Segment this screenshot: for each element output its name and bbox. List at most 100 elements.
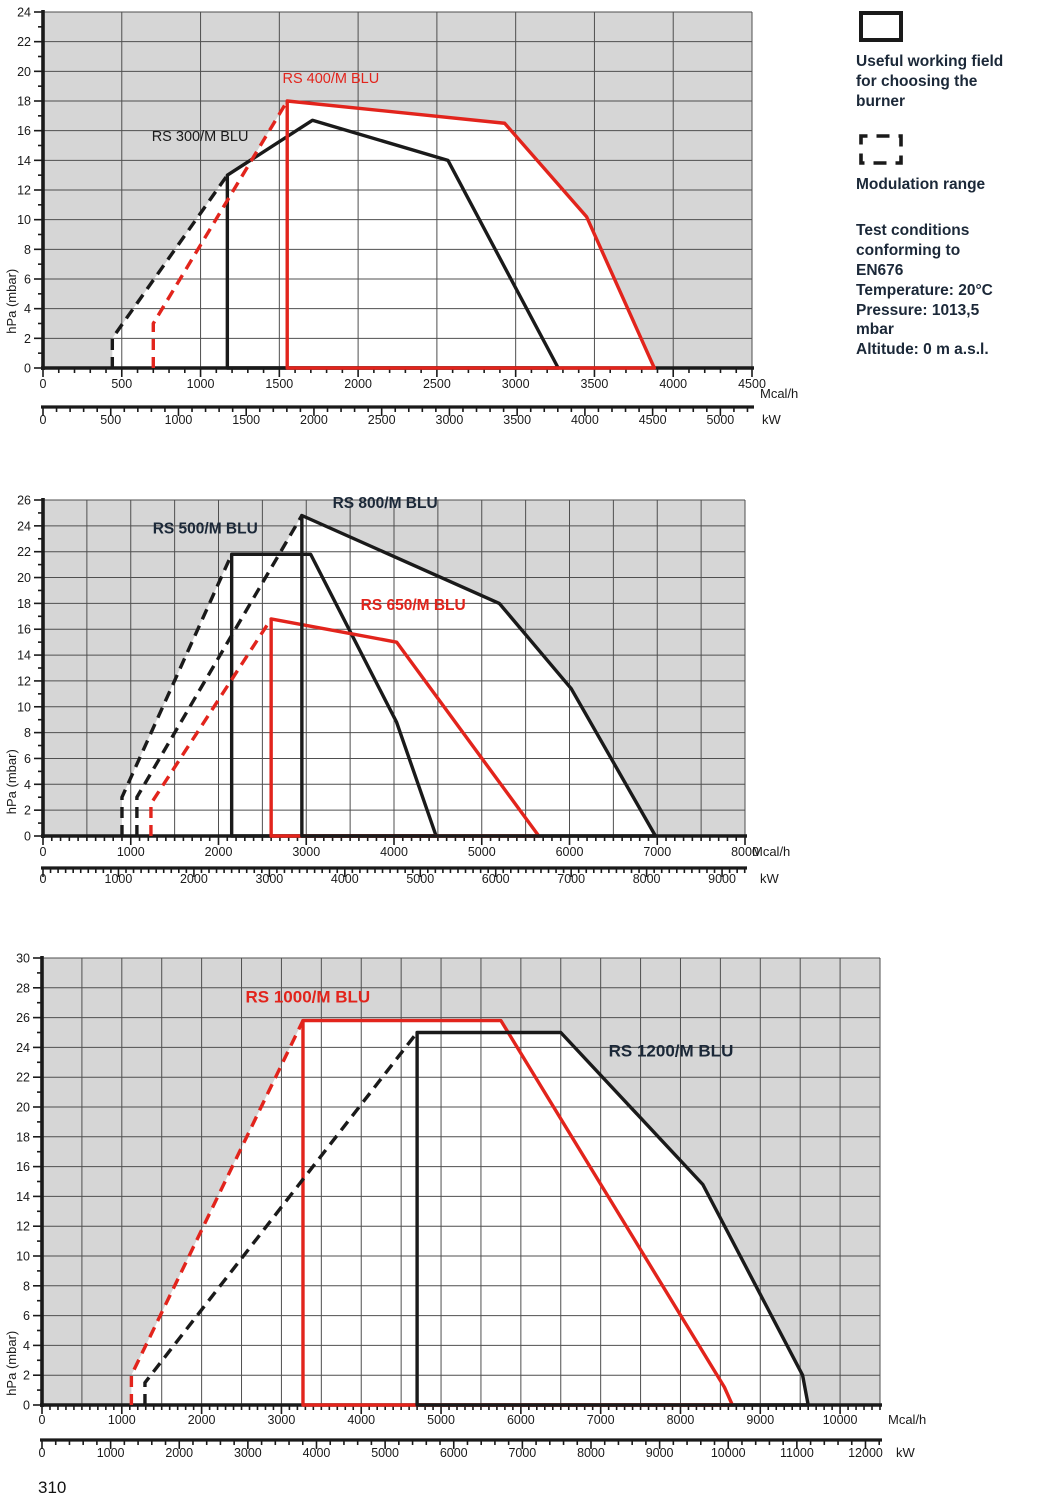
y-tick-label: 14 [16, 1190, 30, 1204]
y-tick-label: 18 [17, 95, 31, 109]
kw-tick-label: 3000 [234, 1446, 262, 1460]
mcal-axis-unit-label: Mcal/h [752, 844, 790, 859]
y-tick-label: 12 [16, 1220, 30, 1234]
x-tick-label: 9000 [746, 1413, 774, 1427]
x-tick-label: 0 [39, 1413, 46, 1427]
x-tick-label: 4500 [738, 377, 766, 391]
y-tick-label: 24 [17, 519, 31, 533]
kw-tick-label: 10000 [711, 1446, 746, 1460]
x-tick-label: 7000 [587, 1413, 615, 1427]
series-label: RS 800/M BLU [333, 495, 438, 512]
kw-tick-label: 5000 [706, 413, 734, 427]
kw-tick-label: 3000 [436, 413, 464, 427]
y-tick-label: 8 [24, 243, 31, 257]
useful-working-field-label: Useful working field for choosing the bu… [856, 53, 1004, 110]
kw-axis-unit-label: kW [762, 412, 782, 427]
mcal-axis-unit-label: Mcal/h [888, 1412, 926, 1427]
y-tick-label: 20 [17, 571, 31, 585]
kw-tick-label: 4000 [331, 872, 359, 886]
side-legend: Useful working field for choosing the bu… [856, 6, 1036, 382]
series-label: RS 500/M BLU [153, 521, 258, 538]
kw-tick-label: 5000 [371, 1446, 399, 1460]
y-tick-label: 26 [16, 1011, 30, 1025]
x-tick-label: 3000 [292, 845, 320, 859]
series-label: RS 1000/M BLU [246, 988, 371, 1007]
y-tick-label: 16 [17, 124, 31, 138]
grid [42, 957, 881, 1405]
grid [43, 499, 746, 836]
y-tick-label: 18 [16, 1130, 30, 1144]
useful-working-field-icon [859, 11, 903, 42]
y-tick-label: 12 [17, 674, 31, 688]
series-label: RS 400/M BLU [282, 71, 379, 87]
y-tick-label: 2 [24, 332, 31, 346]
modulation-area [136, 515, 302, 836]
y-tick-label: 2 [23, 1369, 30, 1383]
kw-tick-label: 6000 [482, 872, 510, 886]
y-tick-label: 14 [17, 154, 31, 168]
kw-tick-label: 500 [100, 413, 121, 427]
x-tick-label: 2500 [423, 377, 451, 391]
page-number: 310 [38, 1478, 67, 1497]
working-field-area [417, 1032, 809, 1405]
x-tick-label: 6000 [556, 845, 584, 859]
y-tick-label: 6 [24, 273, 31, 287]
y-tick-label: 8 [23, 1279, 30, 1293]
x-tick-label: 4000 [347, 1413, 375, 1427]
y-tick-label: 22 [17, 545, 31, 559]
kw-tick-label: 6000 [440, 1446, 468, 1460]
x-tick-label: 2000 [188, 1413, 216, 1427]
series-rs-1200-m-blu-modulation-line [143, 1031, 419, 1405]
kw-tick-label: 2000 [300, 413, 328, 427]
test-conditions-text: Test conditions conforming to EN676 Temp… [856, 222, 993, 359]
kw-tick-label: 11000 [780, 1446, 814, 1460]
x-tick-label: 4000 [659, 377, 687, 391]
y-tick-label: 20 [17, 65, 31, 79]
kw-tick-label: 9000 [646, 1446, 674, 1460]
series-label: RS 650/M BLU [361, 597, 466, 614]
x-tick-label: 2000 [344, 377, 372, 391]
kw-tick-label: 4000 [303, 1446, 331, 1460]
series-rs-400-m-blu-field-outline [285, 99, 657, 370]
x-tick-label: 1000 [117, 845, 145, 859]
x-tick-label: 10000 [823, 1413, 858, 1427]
x-tick-label: 0 [40, 845, 47, 859]
series-rs-500-m-blu-modulation-line [120, 553, 234, 836]
kw-tick-label: 0 [40, 872, 47, 886]
y-tick-label: 20 [16, 1101, 30, 1115]
y-tick-label: 22 [16, 1071, 30, 1085]
kw-tick-label: 9000 [708, 872, 736, 886]
modulation-area [153, 101, 288, 368]
x-tick-label: 7000 [643, 845, 671, 859]
y-tick-label: 14 [17, 649, 31, 663]
y-tick-label: 6 [24, 752, 31, 766]
kw-tick-label: 3500 [503, 413, 531, 427]
mcal-axis-unit-label: Mcal/h [760, 386, 798, 401]
x-tick-label: 1000 [187, 377, 215, 391]
y-tick-label: 24 [16, 1041, 30, 1055]
kw-tick-label: 7000 [557, 872, 585, 886]
y-tick-label: 2 [24, 804, 31, 818]
x-tick-label: 3500 [581, 377, 609, 391]
modulation-range-icon [859, 134, 903, 166]
x-tick-label: 8000 [667, 1413, 695, 1427]
x-tick-label: 5000 [427, 1413, 455, 1427]
working-field-area [287, 101, 655, 368]
x-tick-label: 3000 [502, 377, 530, 391]
series-rs-800-m-blu-field-outline [300, 513, 658, 838]
x-tick-label: 1500 [265, 377, 293, 391]
series-rs-650-m-blu-modulation-line [149, 617, 273, 836]
kw-tick-label: 0 [40, 413, 47, 427]
modulation-range-label: Modulation range [856, 176, 986, 194]
kw-tick-label: 8000 [577, 1446, 605, 1460]
x-tick-label: 500 [111, 377, 132, 391]
y-tick-label: 4 [24, 778, 31, 792]
y-tick-label: 22 [17, 35, 31, 49]
kw-tick-label: 5000 [406, 872, 434, 886]
kw-tick-label: 2000 [165, 1446, 193, 1460]
x-tick-label: 2000 [205, 845, 233, 859]
kw-tick-label: 7000 [508, 1446, 536, 1460]
